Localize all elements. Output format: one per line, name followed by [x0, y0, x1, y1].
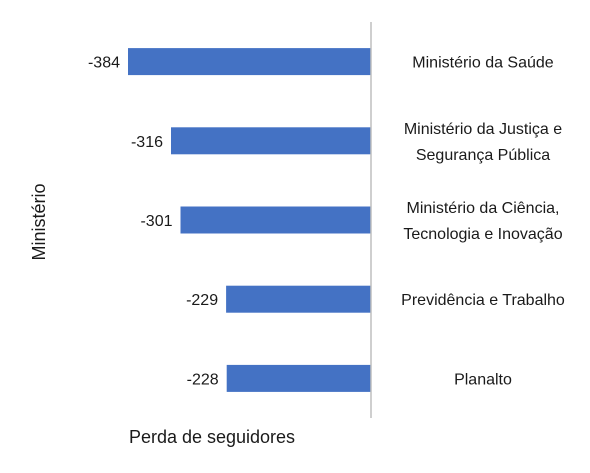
category-label-line: Segurança Pública: [416, 147, 550, 164]
category-label-3: Ministério da Ciência, Tecnologia e Inova…: [403, 200, 562, 243]
x-axis-title: Perda de seguidores: [129, 427, 295, 447]
bars-group: [128, 48, 371, 392]
value-labels-group: -384 -316 -301 -229 -228: [88, 55, 219, 389]
category-labels-group: Ministério da Saúde Ministério da Justiça…: [401, 55, 565, 389]
category-label-line: Ministério da Ciência,: [407, 200, 560, 217]
value-label-4: -229: [186, 292, 218, 309]
category-label-line: Previdência e Trabalho: [401, 292, 565, 309]
bar-4: [226, 285, 371, 313]
bar-3: [180, 206, 371, 234]
category-label-5: Planalto: [454, 371, 512, 388]
value-label-1: -384: [88, 55, 120, 72]
value-label-3: -301: [140, 213, 172, 230]
bar-5: [226, 364, 371, 392]
value-label-5: -228: [187, 371, 219, 388]
y-axis-title: Ministério: [29, 183, 49, 260]
bar-1: [128, 48, 371, 76]
bar-2: [171, 127, 371, 155]
category-label-1: Ministério da Saúde: [412, 55, 554, 72]
category-label-2: Ministério da Justiça e Segurança Pública: [404, 121, 562, 164]
category-label-line: Ministério da Saúde: [412, 55, 554, 72]
category-label-4: Previdência e Trabalho: [401, 292, 565, 309]
value-label-2: -316: [131, 134, 163, 151]
category-label-line: Planalto: [454, 371, 512, 388]
category-label-line: Ministério da Justiça e: [404, 121, 562, 138]
category-label-line: Tecnologia e Inovação: [403, 226, 562, 243]
